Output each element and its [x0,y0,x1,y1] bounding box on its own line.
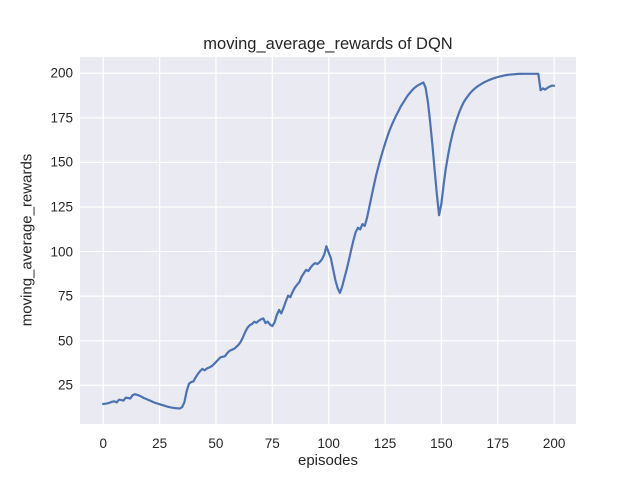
x-tick-label: 75 [264,436,280,451]
x-axis-label: episodes [297,452,359,469]
y-tick-label: 100 [50,244,73,260]
axes-background [80,57,576,424]
y-axis-label: moving_average_rewards [18,153,36,327]
y-tick-label: 50 [57,333,73,349]
x-tick-label: 50 [208,436,224,451]
reward-line [102,72,556,410]
y-tick-label: 175 [50,110,73,126]
y-tick-label: 25 [57,377,73,393]
x-tick-label: 100 [317,436,340,451]
x-tick-label: 0 [99,436,107,451]
y-tick-label: 150 [50,154,73,170]
x-tick-label: 125 [373,436,397,451]
y-tick-label: 75 [57,288,73,304]
x-tick-label: 200 [542,436,566,451]
y-tick-label: 200 [50,65,73,81]
x-tick-label: 25 [152,436,168,451]
y-tick-label: 125 [50,199,73,215]
x-tick-label: 175 [486,436,510,451]
x-tick-label: 150 [430,436,453,451]
chart-title: moving_average_rewards of DQN [203,35,453,53]
